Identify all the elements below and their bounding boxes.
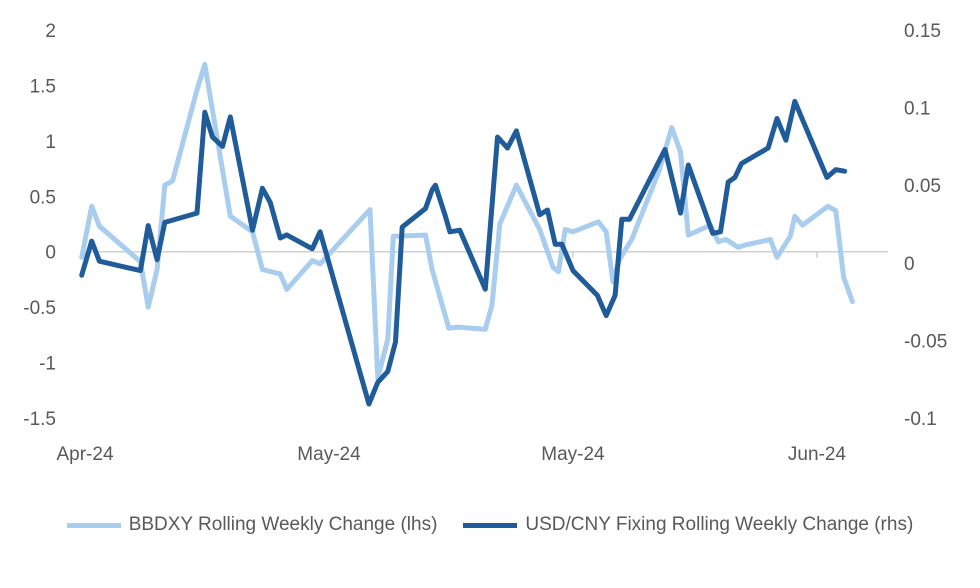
left-tick-label: -0.5 xyxy=(23,298,56,319)
right-axis-ticks: 0.15 0.1 0.05 0 -0.05 -0.1 xyxy=(904,21,947,430)
left-axis-ticks: 2 1.5 1 0.5 0 -0.5 -1 -1.5 xyxy=(23,21,56,430)
legend-label-bbdxy: BBDXY Rolling Weekly Change (lhs) xyxy=(128,514,438,535)
series-line-usdcny xyxy=(79,98,848,407)
legend: BBDXY Rolling Weekly Change (lhs) USD/CN… xyxy=(0,514,980,536)
right-tick-label: -0.1 xyxy=(904,409,937,430)
x-axis-ticks: Apr-24 May-24 May-24 Jun-24 xyxy=(56,251,847,465)
right-tick-label: 0.1 xyxy=(904,99,930,120)
left-tick-label: -1 xyxy=(39,354,56,375)
right-tick-label: -0.05 xyxy=(904,331,947,352)
legend-swatch-usdcny xyxy=(463,522,518,528)
left-tick-label: 0 xyxy=(45,243,56,264)
x-tick-label: May-24 xyxy=(297,444,361,465)
left-tick-label: -1.5 xyxy=(23,409,56,430)
legend-label-usdcny: USD/CNY Fixing Rolling Weekly Change (rh… xyxy=(525,514,914,535)
legend-swatch-bbdxy xyxy=(66,522,121,528)
right-tick-label: 0.05 xyxy=(904,176,941,197)
left-tick-label: 1.5 xyxy=(30,76,56,97)
left-tick-label: 2 xyxy=(45,21,56,42)
legend-item-usdcny: USD/CNY Fixing Rolling Weekly Change (rh… xyxy=(463,514,913,536)
x-tick-label: Jun-24 xyxy=(788,444,847,465)
series-line-bbdxy xyxy=(79,61,855,381)
legend-item-bbdxy: BBDXY Rolling Weekly Change (lhs) xyxy=(66,514,438,536)
right-tick-label: 0.15 xyxy=(904,21,941,42)
left-tick-label: 0.5 xyxy=(30,187,56,208)
right-tick-label: 0 xyxy=(904,254,915,275)
left-tick-label: 1 xyxy=(45,132,56,153)
series-lines xyxy=(79,61,855,407)
x-tick-label: Apr-24 xyxy=(56,444,113,465)
x-tick-label: May-24 xyxy=(541,444,605,465)
